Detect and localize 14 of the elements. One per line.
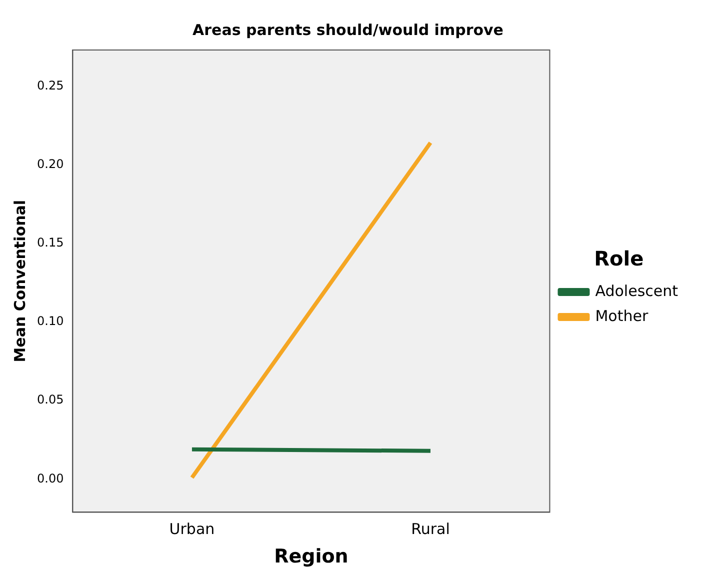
x-tick-label: Urban [169, 520, 215, 538]
y-tick-label: 0.25 [37, 78, 64, 92]
y-tick-label: 0.00 [37, 471, 64, 486]
chart-title: Areas parents should/would improve [192, 20, 504, 39]
y-tick-label: 0.05 [37, 392, 64, 407]
x-tick-label: Rural [411, 520, 450, 538]
x-axis-title: Region [274, 546, 348, 568]
y-tick-label: 0.10 [37, 314, 64, 328]
y-tick-label: 0.20 [37, 156, 64, 171]
legend-title: Role [594, 246, 644, 271]
legend-label: Adolescent [595, 282, 678, 300]
legend-label: Mother [595, 306, 649, 325]
y-tick-label: 0.15 [37, 235, 64, 250]
y-axis-title: Mean Conventional [10, 200, 29, 362]
